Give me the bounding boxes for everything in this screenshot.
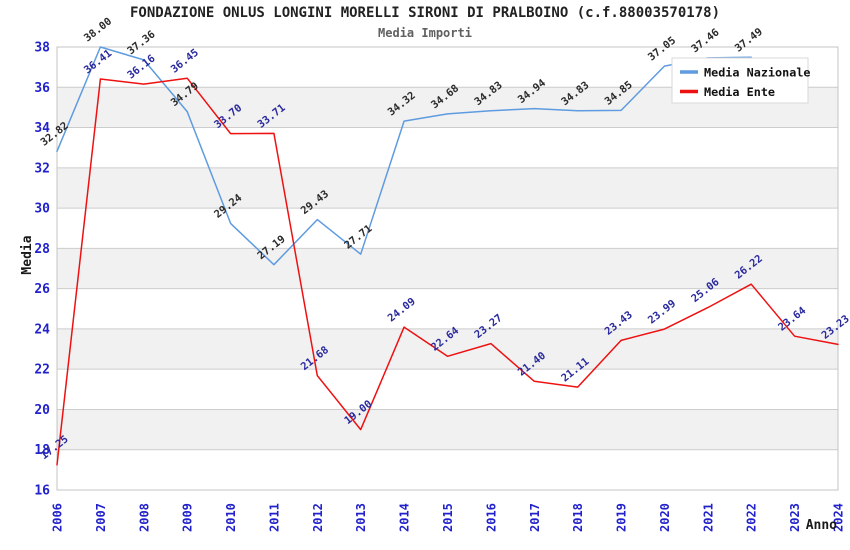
x-tick-label: 2021	[701, 503, 715, 532]
x-tick-label: 2010	[224, 503, 238, 532]
x-tick-label: 2014	[398, 503, 412, 532]
y-tick-label: 22	[34, 363, 50, 378]
x-tick-label: 2015	[441, 503, 455, 532]
x-tick-label: 2006	[51, 503, 65, 532]
x-tick-label: 2007	[94, 503, 108, 532]
x-tick-label: 2022	[745, 503, 759, 532]
x-tick-label: 2011	[267, 503, 281, 532]
y-tick-label: 28	[34, 242, 50, 257]
chart-title: FONDAZIONE ONLUS LONGINI MORELLI SIRONI …	[129, 5, 720, 21]
value-label: 38.00	[82, 15, 114, 44]
y-tick-label: 32	[34, 161, 50, 176]
legend-label: Media Ente	[704, 85, 775, 99]
x-tick-label: 2012	[311, 503, 325, 532]
plot-band	[57, 409, 838, 450]
x-tick-label: 2018	[571, 503, 585, 532]
plot-frame	[56, 46, 839, 491]
legend-box	[671, 57, 809, 104]
x-tick-label: 2009	[181, 503, 195, 532]
plot-band	[57, 328, 838, 370]
y-tick-label: 38	[34, 41, 50, 56]
x-tick-label: 2019	[615, 503, 629, 532]
y-tick-label: 30	[34, 202, 50, 217]
y-tick-label: 36	[34, 81, 50, 96]
y-tick-label: 24	[34, 322, 50, 337]
y-tick-label: 34	[34, 121, 50, 136]
series-line-media-nazionale	[56, 46, 752, 266]
x-tick-label: 2020	[658, 503, 672, 532]
plot-band	[57, 248, 838, 289]
x-tick-label: 2017	[528, 503, 542, 532]
y-tick-label: 20	[34, 403, 50, 418]
series-line-media-ente	[56, 77, 839, 466]
x-tick-label: 2024	[832, 503, 846, 532]
chart-subtitle: Media Importi	[378, 26, 472, 40]
x-axis-label: Anno	[806, 518, 837, 533]
x-tick-label: 2023	[788, 503, 802, 532]
plot-band	[57, 208, 838, 249]
plot-band	[57, 449, 838, 490]
x-tick-label: 2008	[137, 503, 151, 532]
plot-band	[57, 127, 838, 168]
y-tick-label: 18	[34, 443, 50, 458]
plot-band	[57, 167, 838, 209]
x-tick-label: 2016	[484, 503, 498, 532]
plot-band	[57, 369, 838, 410]
y-tick-label: 26	[34, 282, 50, 297]
y-axis-label: Media	[20, 235, 35, 274]
y-tick-label: 16	[34, 484, 50, 499]
plot-band	[57, 288, 838, 329]
x-tick-label: 2013	[354, 503, 368, 532]
legend-label: Media Nazionale	[704, 66, 811, 80]
